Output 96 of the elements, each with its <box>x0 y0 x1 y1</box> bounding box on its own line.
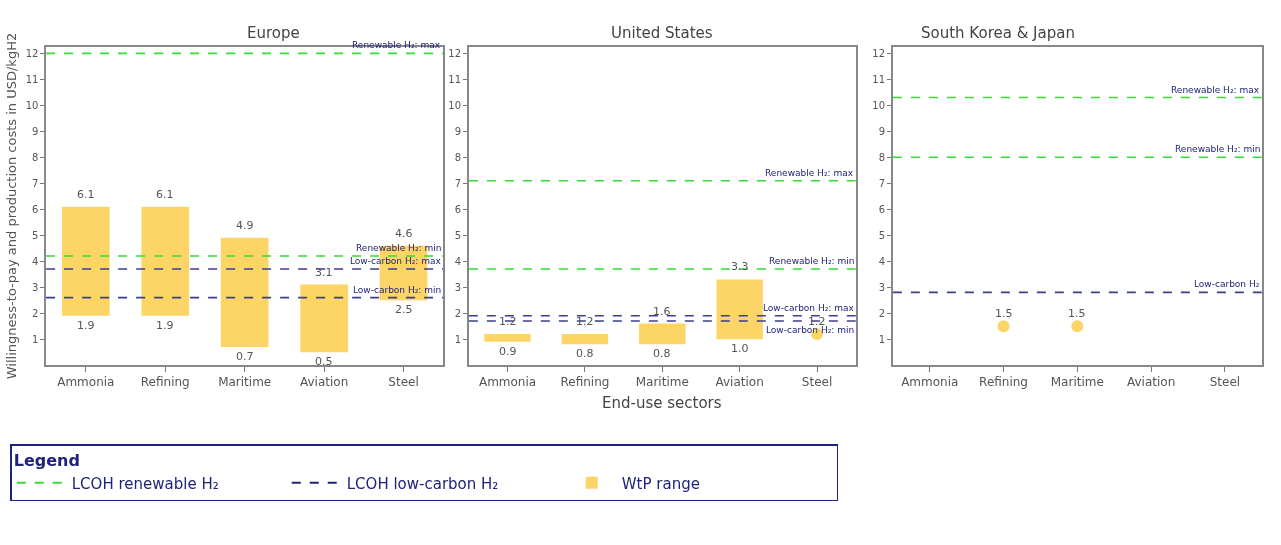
x-tick-label: Maritime <box>218 375 272 390</box>
annotation: 2.5 <box>395 303 413 316</box>
legend-label: LCOH renewable H₂ <box>71 474 219 493</box>
y-tick-label: 11 <box>25 73 39 85</box>
y-tick-label: 2 <box>31 307 39 319</box>
annotation: 1.2 <box>576 315 594 328</box>
bar <box>484 333 531 342</box>
annotation: 0.8 <box>653 347 671 360</box>
ref-line-label: Renewable H₂: min <box>769 256 855 266</box>
bar <box>300 284 348 353</box>
annotation: 0.7 <box>236 350 254 363</box>
x-tick-label: Refining <box>560 375 610 390</box>
y-tick-label: 3 <box>454 281 462 293</box>
legend-label: LCOH low-carbon H₂ <box>346 474 499 493</box>
annotation: 1.9 <box>77 319 95 332</box>
annotation: 6.1 <box>77 188 95 201</box>
ref-line-label: Renewable H₂: max <box>1171 85 1260 95</box>
y-tick-label: 5 <box>31 229 39 241</box>
y-tick-label: 1 <box>878 333 886 345</box>
annotation: 0.5 <box>315 355 333 368</box>
annotation: 1.2 <box>499 315 517 328</box>
x-tick-label: Aviation <box>715 375 764 390</box>
chart-title: Europe <box>247 24 300 42</box>
y-tick-label: 12 <box>872 47 886 59</box>
x-tick-label: Maritime <box>635 375 689 390</box>
y-tick-label: 6 <box>31 203 39 215</box>
y-tick-label: 9 <box>31 125 39 137</box>
x-tick-label: Ammonia <box>57 375 115 390</box>
annotation: 1.5 <box>1068 307 1086 320</box>
x-tick-label: Refining <box>979 375 1028 390</box>
annotation: 4.6 <box>395 227 413 240</box>
annotation: 1.5 <box>995 307 1013 320</box>
y-tick-label: 8 <box>454 151 462 163</box>
annotation: 1.0 <box>731 342 749 355</box>
x-tick-label: Ammonia <box>901 375 959 390</box>
y-tick-label: 11 <box>448 73 462 85</box>
y-tick-label: 4 <box>878 255 886 267</box>
bar <box>716 279 763 340</box>
y-tick-label: 12 <box>25 47 39 59</box>
x-tick-label: Steel <box>1209 375 1241 390</box>
annotation: 3.1 <box>315 266 333 279</box>
x-tick-label: Refining <box>140 375 190 390</box>
y-tick-label: 9 <box>454 125 462 137</box>
y-tick-label: 6 <box>878 203 886 215</box>
y-tick-label: 10 <box>25 99 39 111</box>
chart-title: South Korea & Japan <box>921 24 1075 42</box>
ref-line-label: Renewable H₂: min <box>1175 144 1261 154</box>
y-tick-label: 3 <box>31 281 39 293</box>
y-tick-label: 2 <box>454 307 462 319</box>
y-tick-label: 4 <box>31 255 39 267</box>
x-tick-label: Steel <box>388 375 419 390</box>
x-axis-title: End-use sectors <box>602 394 722 412</box>
bar <box>141 206 190 316</box>
annotation: 1.9 <box>156 319 174 332</box>
annotation: 4.9 <box>236 219 254 232</box>
y-tick-label: 8 <box>878 151 886 163</box>
bar <box>220 237 269 347</box>
annotation: 6.1 <box>156 188 174 201</box>
ref-line-label: Low-carbon H₂ <box>1194 279 1260 289</box>
y-tick-label: 6 <box>454 203 462 215</box>
y-axis-title: Willingness-to-pay and production costs in USD/kgH2 <box>4 32 20 380</box>
y-tick-label: 8 <box>31 151 39 163</box>
bar <box>62 206 110 316</box>
annotation: 0.9 <box>499 345 517 358</box>
x-tick-label: Aviation <box>1126 375 1176 390</box>
y-tick-label: 10 <box>448 99 462 111</box>
y-tick-label: 3 <box>878 281 886 293</box>
x-tick-label: Ammonia <box>478 375 537 390</box>
annotation: 1.6 <box>653 305 671 318</box>
bar <box>561 333 609 345</box>
annotation: 1.2 <box>808 315 826 328</box>
ref-line-label: Renewable H₂: max <box>765 168 854 178</box>
y-tick-label: 7 <box>31 177 39 189</box>
bar <box>639 323 686 345</box>
annotation: 0.8 <box>576 347 594 360</box>
y-tick-label: 10 <box>872 99 886 111</box>
ref-line-label: Low-carbon H₂: max <box>763 303 855 313</box>
x-tick-label: Maritime <box>1050 375 1104 390</box>
y-tick-label: 2 <box>878 307 886 319</box>
legend-title: Legend <box>13 451 80 471</box>
y-tick-label: 4 <box>454 255 462 267</box>
x-tick-label: Steel <box>801 375 833 390</box>
x-tick-label: Aviation <box>299 375 349 390</box>
y-tick-label: 9 <box>878 125 886 137</box>
y-tick-label: 5 <box>878 229 886 241</box>
y-tick-label: 11 <box>872 73 886 85</box>
ref-line-label: Renewable H₂: max <box>352 40 441 50</box>
y-tick-label: 1 <box>454 333 462 345</box>
annotation: 3.3 <box>731 260 749 273</box>
chart-title: United States <box>611 24 713 42</box>
y-tick-label: 12 <box>448 47 462 59</box>
legend-label: WtP range <box>621 474 700 493</box>
y-tick-label: 7 <box>878 177 886 189</box>
y-tick-label: 5 <box>454 229 462 241</box>
y-tick-label: 7 <box>454 177 462 189</box>
y-tick-label: 1 <box>31 333 39 345</box>
